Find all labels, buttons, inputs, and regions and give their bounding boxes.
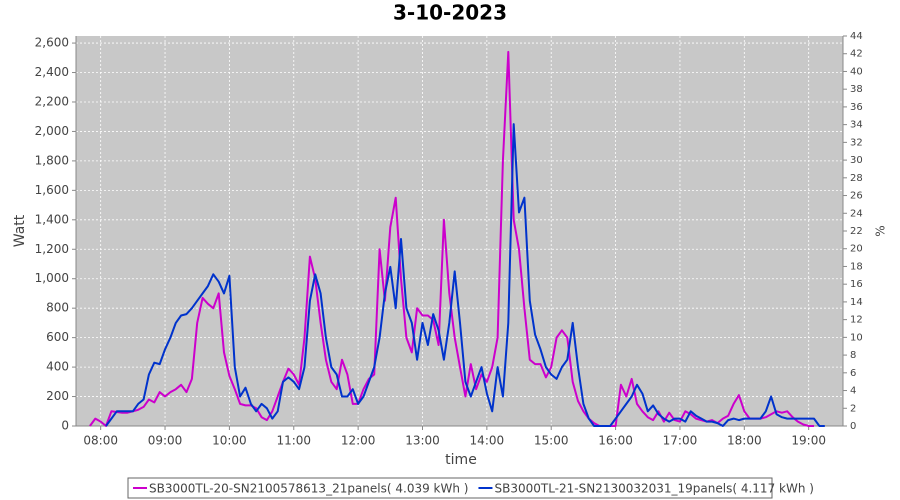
x-tick-label: 10:00 — [212, 434, 247, 448]
y-tick-label: 2,600 — [35, 36, 69, 50]
legend-label: SB3000TL-21-SN2130032031_19panels( 4.117… — [494, 482, 813, 496]
y-tick-label: 1,400 — [35, 212, 69, 226]
legend-box — [127, 477, 773, 499]
y2-axis-label: % — [874, 225, 888, 236]
x-tick-label: 15:00 — [534, 434, 569, 448]
y2-tick-label: 32 — [850, 137, 863, 148]
y2-tick-label: 30 — [850, 155, 863, 166]
y2-tick-label: 38 — [850, 84, 863, 95]
y2-tick-label: 4 — [850, 386, 856, 397]
y2-tick-label: 28 — [850, 173, 863, 184]
series-line — [89, 50, 814, 427]
y2-tick-label: 0 — [850, 421, 856, 432]
x-tick-label: 09:00 — [148, 434, 183, 448]
y-tick-label: 1,000 — [35, 271, 69, 285]
y2-tick-label: 44 — [850, 31, 863, 42]
y-axis-label: Watt — [12, 214, 28, 247]
x-tick-label: 19:00 — [791, 434, 826, 448]
y-tick-label: 600 — [46, 330, 69, 344]
x-tick-label: 08:00 — [83, 434, 118, 448]
y2-tick-label: 8 — [850, 350, 856, 361]
x-tick-label: 11:00 — [276, 434, 311, 448]
y2-tick-label: 14 — [850, 297, 863, 308]
y2-tick-label: 24 — [850, 208, 863, 219]
y-tick-label: 2,400 — [35, 65, 69, 79]
chart-title: 3-10-2023 — [393, 1, 507, 25]
y2-tick-label: 20 — [850, 244, 863, 255]
y2-tick-label: 12 — [850, 315, 863, 326]
y-tick-label: 1,600 — [35, 183, 69, 197]
y2-tick-label: 10 — [850, 332, 863, 343]
x-tick-label: 14:00 — [470, 434, 505, 448]
y-tick-label: 400 — [46, 360, 69, 374]
y2-tick-label: 34 — [850, 120, 863, 131]
y-tick-label: 1,200 — [35, 242, 69, 256]
x-tick-label: 12:00 — [341, 434, 376, 448]
y-tick-label: 1,800 — [35, 153, 69, 167]
y-tick-label: 200 — [46, 389, 69, 403]
x-tick-label: 13:00 — [405, 434, 440, 448]
y2-tick-label: 2 — [850, 403, 856, 414]
x-tick-label: 16:00 — [598, 434, 633, 448]
y-tick-label: 0 — [61, 419, 69, 433]
y-tick-label: 2,200 — [35, 94, 69, 108]
legend-label: SB3000TL-20-SN2100578613_21panels( 4.039… — [149, 482, 468, 496]
y-tick-label: 2,000 — [35, 124, 69, 138]
y-tick-label: 800 — [46, 301, 69, 315]
y2-tick-label: 42 — [850, 49, 863, 60]
y2-tick-label: 26 — [850, 191, 863, 202]
y2-tick-label: 18 — [850, 261, 863, 272]
y2-tick-label: 16 — [850, 279, 863, 290]
x-axis-label: time — [445, 452, 477, 468]
y2-tick-label: 36 — [850, 102, 863, 113]
series-line — [105, 123, 825, 427]
y2-tick-label: 40 — [850, 66, 863, 77]
x-tick-label: 17:00 — [663, 434, 698, 448]
x-tick-label: 18:00 — [727, 434, 762, 448]
y2-tick-label: 6 — [850, 368, 856, 379]
y2-tick-label: 22 — [850, 226, 863, 237]
